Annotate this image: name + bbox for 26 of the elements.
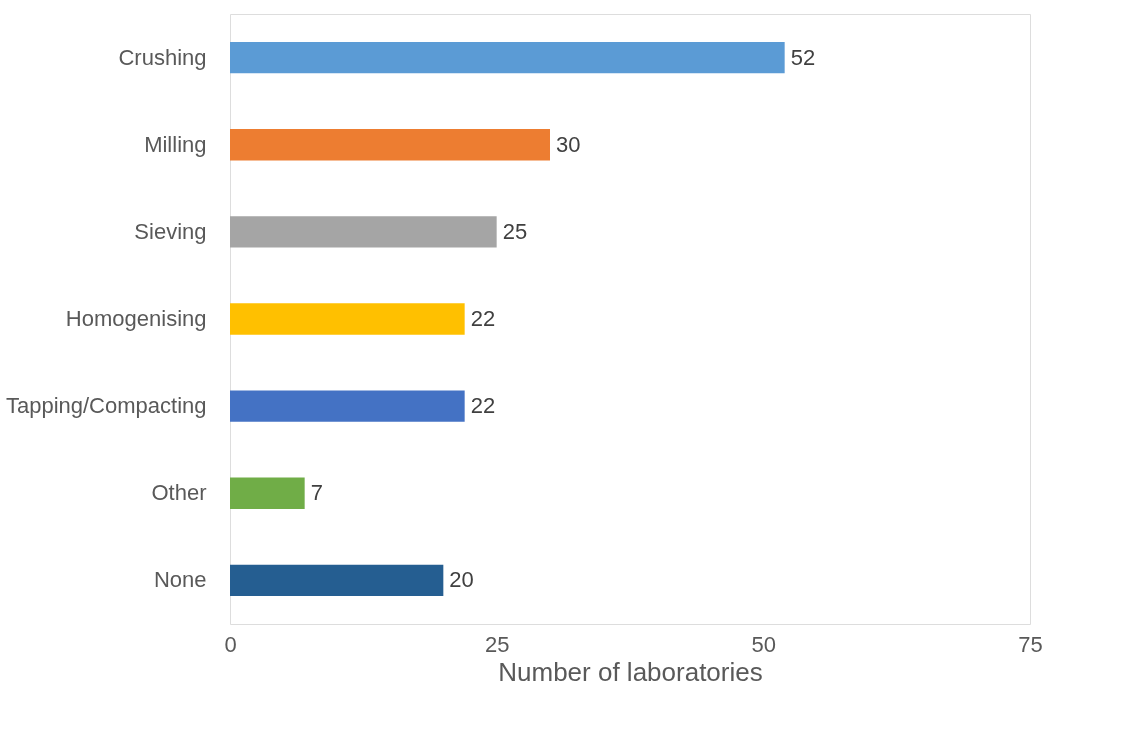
- x-tick-label: 50: [751, 631, 777, 657]
- y-tick-label: Other: [151, 480, 207, 506]
- y-tick-label: Tapping/Compacting: [5, 393, 207, 419]
- bar: [230, 216, 497, 248]
- bar: [230, 41, 785, 74]
- y-tick-label: Homogenising: [65, 306, 207, 331]
- data-label: 22: [470, 393, 496, 419]
- y-tick-label: Crushing: [118, 44, 207, 70]
- data-label: 22: [470, 306, 496, 331]
- data-label: 52: [790, 44, 816, 70]
- data-label: 7: [310, 480, 323, 506]
- bar: [230, 564, 444, 597]
- bar: [230, 390, 465, 422]
- data-label: 20: [449, 567, 474, 593]
- y-tick-label: Sieving: [134, 218, 207, 244]
- y-tick-label: None: [153, 567, 207, 593]
- x-axis-title: Number of laboratories: [498, 656, 763, 687]
- bar: [230, 303, 465, 335]
- y-tick-label: Milling: [144, 131, 207, 157]
- data-label: 25: [502, 218, 528, 244]
- bar: [230, 129, 550, 161]
- bar: [230, 477, 305, 509]
- x-tick-label: 25: [484, 631, 510, 657]
- data-label: 30: [556, 131, 581, 157]
- x-tick-label: 75: [1018, 631, 1043, 657]
- x-tick-label: 0: [224, 631, 237, 657]
